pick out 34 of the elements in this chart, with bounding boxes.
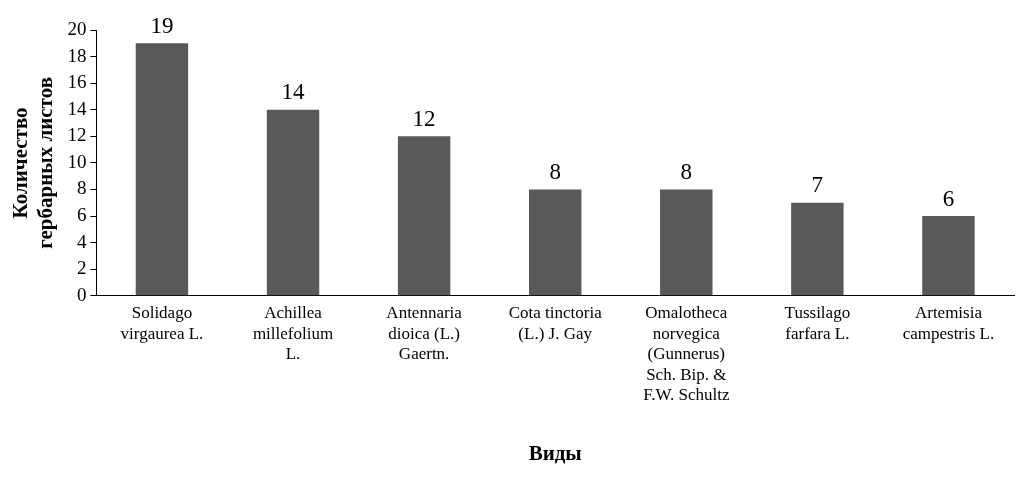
bar — [397, 136, 451, 296]
x-tick-label: Solidago virgaurea L. — [120, 303, 204, 343]
x-tick-label: Omalotheca norvegica (Gunnerus) Sch. Bip. & F.W. Schultz — [643, 303, 730, 405]
bar — [922, 216, 975, 296]
y-tick-label: 2 — [76, 257, 87, 279]
y-tick-label: 20 — [67, 17, 87, 39]
data-label: 6 — [942, 185, 955, 211]
x-tick-label: Tussilago farfara L. — [784, 303, 851, 343]
y-tick-label: 12 — [67, 124, 87, 146]
y-tick-label: 8 — [76, 177, 87, 199]
x-tick-label: Cota tinctoria (L.) J. Gay — [508, 303, 603, 343]
bar — [266, 109, 320, 296]
bar — [135, 43, 189, 296]
bar — [660, 189, 713, 296]
bar — [528, 189, 582, 296]
data-label: 8 — [549, 159, 561, 185]
data-label: 12 — [412, 105, 436, 131]
x-axis-title: Виды — [528, 440, 582, 465]
x-tick-label: Antennaria dioica (L.) Gaertn. — [386, 303, 463, 364]
x-tick-label: Achillea millefolium L. — [252, 303, 334, 364]
y-tick-label: 14 — [67, 97, 87, 119]
y-axis-title: Количество гербарных листов — [8, 77, 58, 249]
data-label: 19 — [150, 12, 174, 38]
data-label: 8 — [680, 159, 693, 185]
data-label: 7 — [811, 172, 824, 198]
y-tick-label: 6 — [76, 204, 87, 226]
y-tick-label: 0 — [76, 283, 87, 305]
y-tick-label: 18 — [67, 44, 87, 66]
y-tick-label: 16 — [67, 71, 87, 93]
data-label: 14 — [281, 79, 306, 105]
y-tick-label: 10 — [67, 150, 87, 172]
y-tick-label: 4 — [76, 230, 87, 252]
x-tick-label: Artemisia campestris L. — [902, 303, 995, 343]
bar — [791, 202, 844, 296]
